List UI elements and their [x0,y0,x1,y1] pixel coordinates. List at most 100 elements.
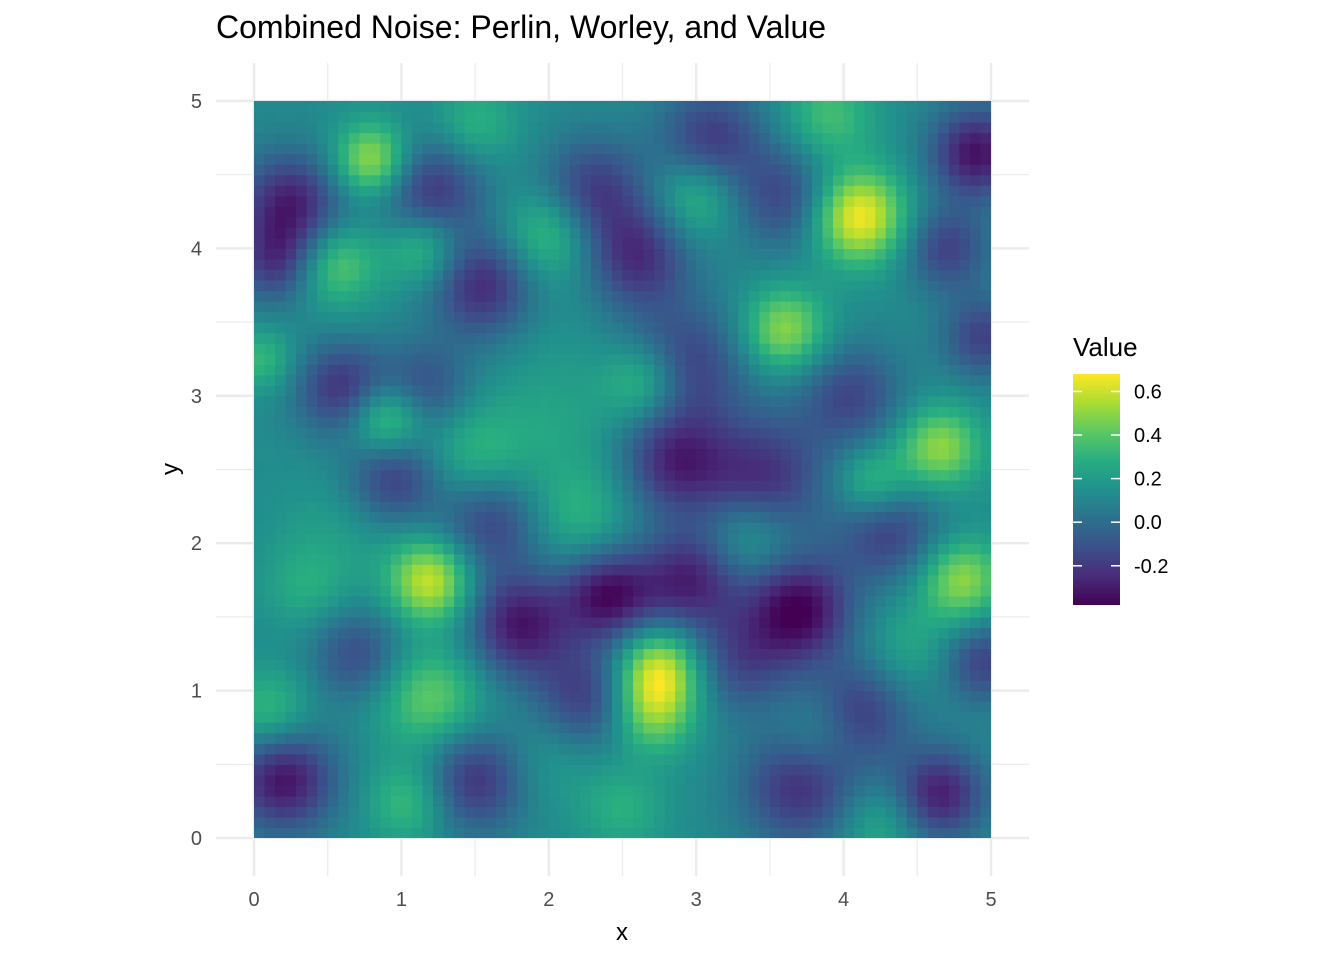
heatmap-cell [833,806,845,818]
heatmap-cell [790,753,803,765]
heatmap-cell [548,669,560,681]
heatmap-cell [411,406,424,418]
heatmap-cell [306,248,318,260]
heatmap-cell [769,806,782,818]
heatmap-cell [527,564,539,576]
heatmap-cell [454,427,466,439]
heatmap-cell [527,301,539,313]
heatmap-cell [622,480,634,492]
heatmap-cell [527,469,539,481]
heatmap-cell [338,543,350,555]
heatmap-cell [527,585,539,597]
heatmap-cell [359,332,371,344]
heatmap-cell [717,564,729,576]
heatmap-cell [927,269,939,281]
heatmap-cell [538,616,550,629]
heatmap-cell [506,311,518,323]
heatmap-cell [801,343,813,355]
heatmap-cell [917,785,929,797]
heatmap-cell [506,480,518,492]
heatmap-cell [443,364,455,376]
heatmap-cell [327,469,339,481]
heatmap-cell [464,785,476,797]
heatmap-cell [917,827,929,838]
heatmap-cell [527,258,539,271]
heatmap-cell [264,132,276,144]
heatmap-cell [875,564,887,576]
heatmap-cell [254,764,266,776]
heatmap-cell [896,164,908,176]
heatmap-cell [875,195,887,207]
heatmap-cell [948,701,961,713]
heatmap-cell [527,627,539,639]
heatmap-cell [938,490,950,502]
heatmap-cell [527,227,539,239]
heatmap-cell [285,248,297,260]
heatmap-cell [601,174,613,186]
heatmap-cell [812,111,824,123]
heatmap-cell [896,458,908,471]
heatmap-cell [317,753,329,765]
heatmap-cell [769,816,782,829]
heatmap-cell [980,574,991,586]
heatmap-cell [254,501,266,513]
heatmap-cell [969,385,982,397]
heatmap-cell [327,711,339,723]
heatmap-cell [485,248,497,260]
heatmap-cell [317,153,329,165]
heatmap-cell [611,395,624,407]
heatmap-cell [485,701,497,713]
heatmap-cell [885,353,897,365]
heatmap-cell [769,343,782,355]
heatmap-cell [864,669,876,681]
heatmap-cell [527,616,539,629]
heatmap-cell [875,480,887,492]
heatmap-cell [717,806,729,818]
heatmap-cell [759,364,771,376]
heatmap-cell [633,143,645,155]
heatmap-cell [611,753,624,765]
heatmap-cell [275,132,287,144]
heatmap-cell [506,564,518,576]
heatmap-cell [496,627,508,639]
heatmap-cell [443,458,455,471]
heatmap-cell [643,185,655,197]
heatmap-cell [875,711,887,723]
heatmap-cell [959,511,971,523]
heatmap-cell [601,690,613,702]
heatmap-cell [338,711,350,723]
heatmap-cell [401,195,413,207]
heatmap-cell [833,174,845,186]
heatmap-cell [464,153,476,165]
heatmap-cell [706,585,718,597]
heatmap-cell [264,174,276,186]
heatmap-cell [401,385,413,397]
heatmap-cell [906,448,918,460]
heatmap-cell [390,374,402,386]
heatmap-cell [485,648,497,660]
heatmap-cell [443,416,455,428]
heatmap-cell [643,458,655,471]
heatmap-cell [611,490,624,502]
heatmap-cell [527,448,539,460]
heatmap-cell [317,637,329,650]
heatmap-cell [506,806,518,818]
heatmap-cell [327,522,339,534]
heatmap-cell [980,595,991,607]
heatmap-cell [769,206,782,218]
heatmap-cell [254,132,266,144]
heatmap-cell [496,269,508,281]
heatmap-cell [643,416,655,428]
heatmap-cell [812,101,824,113]
heatmap-cell [675,711,687,723]
heatmap-cell [633,669,645,681]
heatmap-cell [864,237,876,249]
heatmap-cell [959,332,971,344]
heatmap-cell [580,195,592,207]
heatmap-cell [559,153,571,165]
heatmap-cell [306,480,318,492]
heatmap-cell [948,458,961,471]
heatmap-cell [675,659,687,671]
heatmap-cell [696,248,708,260]
